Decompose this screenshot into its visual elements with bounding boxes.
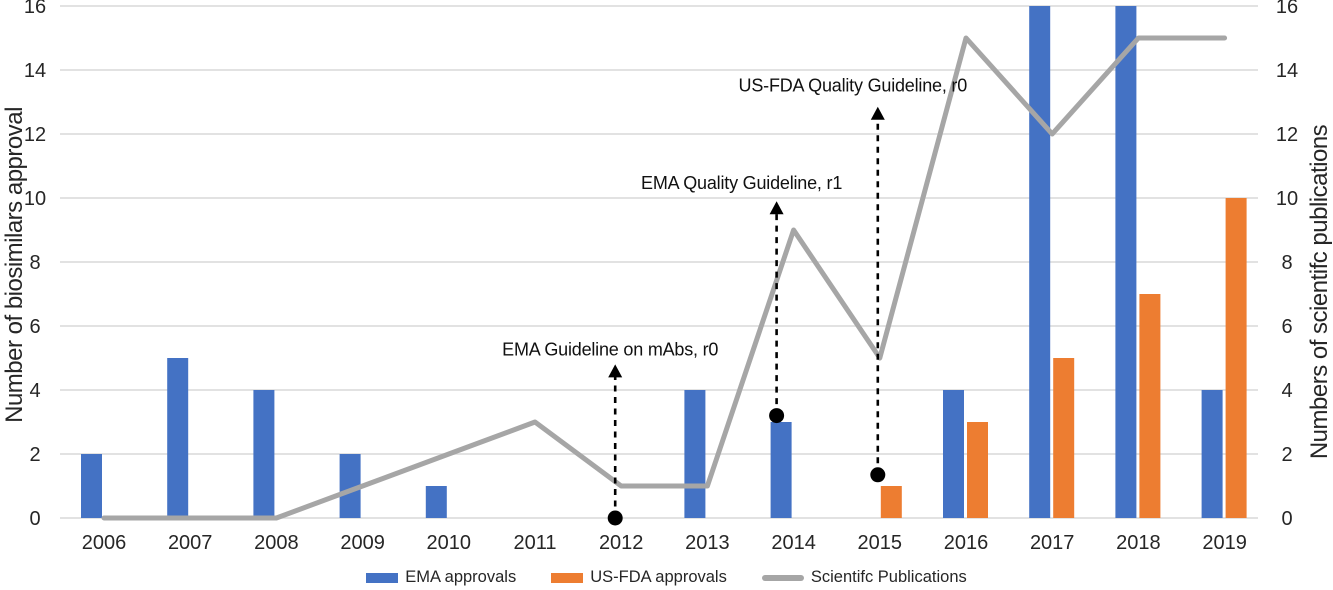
bar-usfda-2015 (880, 486, 902, 518)
bar-usfda-2019 (1225, 198, 1247, 518)
bar-ema-2006 (81, 454, 102, 518)
left-axis-tick-label: 12 (24, 124, 46, 146)
left-axis-tick-label: 16 (24, 0, 46, 18)
annotation-dot-2015 (870, 467, 886, 483)
left-axis-title: Number of biosimilars approval (1, 107, 28, 423)
x-axis-label-2008: 2008 (254, 532, 299, 554)
bar-ema-2018 (1115, 6, 1137, 518)
x-axis-label-2017: 2017 (1030, 532, 1075, 554)
left-axis-tick-label: 2 (29, 444, 40, 466)
left-axis-tick-label: 0 (29, 508, 40, 530)
annotation-dot-2014 (769, 408, 785, 424)
scientific-publications-line (101, 35, 1228, 521)
x-axis-label-2013: 2013 (685, 532, 730, 554)
usfda-approvals-swatch (551, 572, 584, 583)
x-axis-label-2015: 2015 (858, 532, 903, 554)
ema-approvals-swatch (366, 572, 399, 583)
left-axis-tick-label: 8 (29, 252, 40, 274)
right-axis-tick-label: 8 (1281, 252, 1292, 274)
left-axis-tick-label: 14 (24, 60, 46, 82)
scientific-publications-swatch (761, 574, 804, 581)
annotation-arrowhead-2012 (608, 364, 623, 378)
bar-ema-2013 (684, 390, 706, 518)
right-axis-tick-label: 16 (1276, 0, 1298, 18)
right-axis-tick-label: 0 (1281, 508, 1292, 530)
bar-ema-2009 (339, 454, 361, 518)
bar-ema-2007 (167, 358, 189, 518)
annotation-label-2015: US-FDA Quality Guideline, r0 (739, 75, 968, 95)
legend-item-scientific-publications: Scientifc Publications (761, 568, 967, 587)
annotation-label-2012: EMA Guideline on mAbs, r0 (502, 339, 718, 359)
legend-item-usfda-approvals: US-FDA approvals (551, 568, 727, 587)
bar-ema-2016 (943, 390, 964, 518)
right-axis-tick-label: 4 (1281, 380, 1292, 402)
x-axis-label-2011: 2011 (513, 532, 556, 554)
left-axis-tick-label: 6 (29, 316, 40, 338)
annotation-label-2014: EMA Quality Guideline, r1 (641, 173, 842, 193)
legend-label-usfda-approvals: US-FDA approvals (590, 568, 727, 586)
bar-ema-2008 (253, 390, 275, 518)
bar-ema-2019 (1201, 390, 1223, 518)
x-axis-label-2007: 2007 (168, 532, 213, 554)
bar-usfda-2016 (967, 422, 988, 518)
right-axis-tick-label: 14 (1276, 60, 1298, 82)
x-axis-label-2016: 2016 (944, 532, 989, 554)
legend-label-ema-approvals: EMA approvals (405, 568, 517, 586)
bar-ema-2010 (425, 486, 447, 518)
bar-usfda-2017 (1053, 358, 1075, 518)
annotation-arrowhead-2015 (870, 106, 885, 120)
x-axis-label-2012: 2012 (599, 532, 644, 554)
x-axis-label-2009: 2009 (340, 532, 385, 554)
x-axis-label-2010: 2010 (427, 532, 472, 554)
bar-ema-2017 (1029, 6, 1051, 518)
left-axis-tick-label: 4 (29, 380, 40, 402)
bar-usfda-2018 (1139, 294, 1161, 518)
left-axis-tick-label: 10 (24, 188, 46, 210)
x-axis-label-2018: 2018 (1116, 532, 1161, 554)
right-axis-tick-label: 12 (1276, 124, 1298, 146)
legend-item-ema-approvals: EMA approvals (366, 568, 516, 587)
bar-ema-2014 (770, 422, 792, 518)
x-axis-label-2014: 2014 (771, 532, 816, 554)
right-axis-tick-label: 2 (1281, 444, 1292, 466)
x-axis-label-2019: 2019 (1202, 532, 1247, 554)
annotation-arrowhead-2014 (769, 201, 784, 215)
x-axis-label-2006: 2006 (82, 532, 127, 554)
annotation-dot-2012 (607, 510, 623, 526)
legend-label-scientific-publications: Scientifc Publications (810, 568, 967, 586)
right-axis-title: Numbers of scientifc publications (1306, 124, 1333, 459)
right-axis-tick-label: 6 (1281, 316, 1292, 338)
right-axis-tick-label: 10 (1276, 188, 1298, 210)
legend: EMA approvals US-FDA approvals Scientifc… (0, 568, 1333, 587)
